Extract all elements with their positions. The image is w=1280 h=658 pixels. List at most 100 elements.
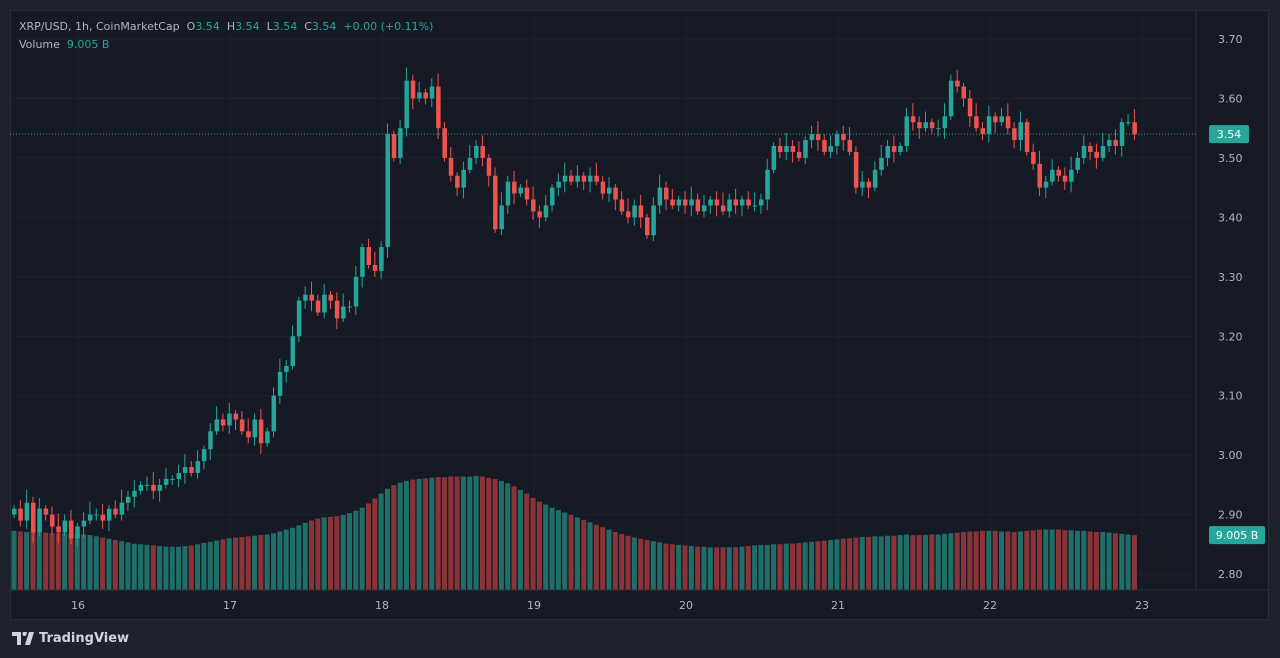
candle-down xyxy=(328,294,333,301)
candle-down xyxy=(68,520,74,539)
time-axis: 16 17 18 19 20 21 22 23 xyxy=(71,599,1149,612)
volume-bar xyxy=(258,535,264,590)
volume-bar xyxy=(574,517,580,590)
candle-down xyxy=(733,199,739,206)
candle-up xyxy=(676,199,682,206)
candle-up xyxy=(1081,146,1087,158)
candle-down xyxy=(581,175,587,182)
change-value: +0.00 (+0.11%) xyxy=(343,20,434,33)
volume-bar xyxy=(24,532,30,590)
volume-bar xyxy=(30,532,36,590)
volume-bar xyxy=(195,544,201,590)
volume-bar xyxy=(834,539,840,590)
candle-down xyxy=(442,128,447,158)
volume-bar xyxy=(707,547,713,590)
candle-down xyxy=(334,300,340,319)
candle-up xyxy=(575,175,580,182)
volume-bar xyxy=(1036,529,1042,590)
time-tick-label: 18 xyxy=(375,599,389,612)
volume-bar xyxy=(1043,529,1049,590)
candle-up xyxy=(556,181,561,188)
volume-bar xyxy=(998,531,1004,590)
volume-bar xyxy=(733,547,739,590)
volume-bar xyxy=(264,534,270,590)
candle-up xyxy=(87,514,93,521)
candle-down xyxy=(151,484,156,491)
candle-down xyxy=(1031,151,1036,164)
candle-down xyxy=(30,502,36,533)
candle-down xyxy=(309,294,315,301)
volume-bar xyxy=(669,544,675,590)
volume-bar xyxy=(207,541,213,590)
volume-bar xyxy=(144,544,150,590)
candle-down xyxy=(537,211,542,218)
last-volume-badge xyxy=(1209,526,1265,545)
time-tick-label: 22 xyxy=(983,599,997,612)
volume-bar xyxy=(55,533,61,590)
volume-bar xyxy=(815,541,821,590)
candle-down xyxy=(480,146,485,158)
last-volume-label: 9.005 B xyxy=(1216,529,1259,542)
volume-bar xyxy=(36,532,42,590)
volume-bar xyxy=(1005,531,1011,590)
volume-bar xyxy=(296,525,302,590)
volume-bars xyxy=(11,475,1137,590)
candle-up xyxy=(417,92,422,99)
candle-up xyxy=(265,431,270,444)
volume-bar xyxy=(87,535,93,590)
volume-bar xyxy=(252,535,258,590)
price-tick-label: 3.60 xyxy=(1218,92,1243,105)
candle-down xyxy=(796,151,802,158)
high-label: H xyxy=(226,20,236,33)
volume-bar xyxy=(866,536,872,590)
volume-bar xyxy=(1100,532,1106,590)
candle-up xyxy=(1075,157,1080,170)
candle-down xyxy=(569,175,574,182)
high-value: 3.54 xyxy=(235,20,260,33)
candle-up xyxy=(898,146,903,152)
candle-up xyxy=(360,247,365,277)
candle-down xyxy=(239,419,245,432)
volume-bar xyxy=(1106,532,1112,590)
volume-bar xyxy=(1055,529,1061,590)
volume-bar xyxy=(163,546,169,590)
volume-bar xyxy=(49,533,55,590)
tradingview-logo[interactable]: TradingView xyxy=(12,631,129,646)
volume-bar xyxy=(410,479,416,590)
candle-up xyxy=(467,157,473,170)
volume-bar xyxy=(992,530,998,590)
candle-down xyxy=(1113,140,1118,147)
candle-down xyxy=(594,175,599,182)
volume-bar xyxy=(214,540,220,590)
chart-panel[interactable] xyxy=(10,10,1269,620)
candle-down xyxy=(663,187,669,200)
candle-up xyxy=(1107,140,1112,147)
volume-bar xyxy=(517,489,523,590)
candle-down xyxy=(486,157,492,176)
candle-up xyxy=(607,187,612,194)
candle-up xyxy=(758,199,764,206)
candle-down xyxy=(670,199,675,206)
volume-bar xyxy=(954,532,960,590)
candle-up xyxy=(201,449,207,462)
volume-bar xyxy=(916,535,922,590)
candle-up xyxy=(277,371,283,396)
volume-bar xyxy=(283,529,289,590)
volume-bar xyxy=(125,542,131,590)
volume-bar xyxy=(391,485,397,590)
volume-bar xyxy=(979,530,985,590)
candle-up xyxy=(562,175,568,182)
candle-up xyxy=(322,294,327,313)
candle-down xyxy=(366,247,371,265)
volume-bar xyxy=(429,477,435,590)
volume-bar xyxy=(872,536,878,590)
volume-bar xyxy=(100,537,106,590)
candle-down xyxy=(822,140,827,152)
price-tick-label: 3.50 xyxy=(1218,152,1243,165)
volume-bar xyxy=(460,476,466,590)
candle-up xyxy=(834,134,840,147)
candle-up xyxy=(1119,122,1125,147)
candle-down xyxy=(638,205,644,218)
volume-bar xyxy=(62,533,68,590)
